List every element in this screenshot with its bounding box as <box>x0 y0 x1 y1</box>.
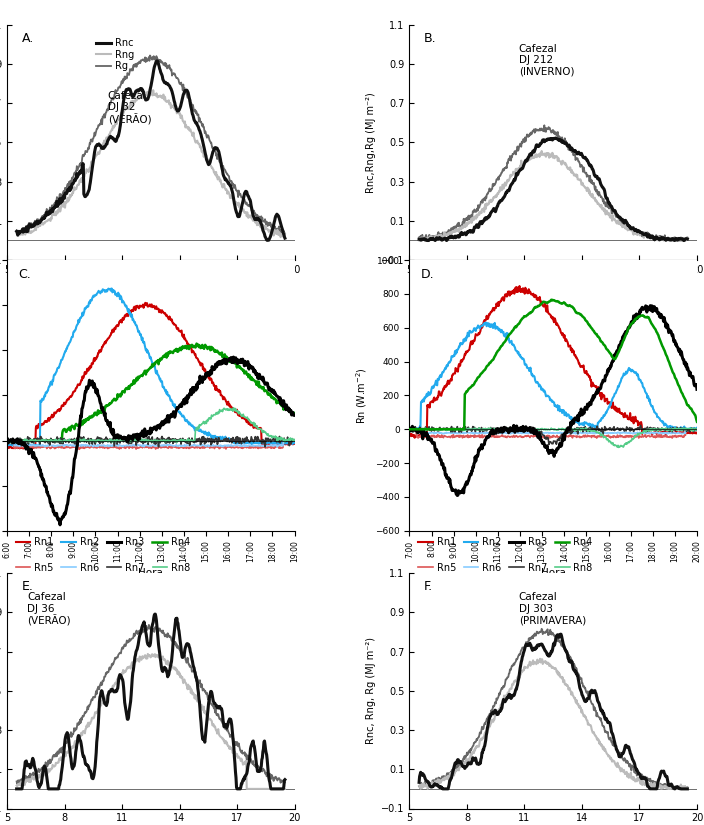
X-axis label: Hora  Local: Hora Local <box>122 280 180 290</box>
Text: Cafezal
DJ 36
(VERÃO): Cafezal DJ 36 (VERÃO) <box>27 592 71 627</box>
Legend: Rn5, Rn6, Rn7, Rn8: Rn5, Rn6, Rn7, Rn8 <box>415 559 596 577</box>
Y-axis label: Rn (W.m$^{-2}$): Rn (W.m$^{-2}$) <box>355 367 370 424</box>
X-axis label: Hora: Hora <box>541 568 566 578</box>
Text: A.: A. <box>21 32 34 45</box>
Text: E.: E. <box>21 580 33 593</box>
X-axis label: Horal Local: Horal Local <box>524 280 582 290</box>
Y-axis label: Rnc, Rng, Rg (MJ m⁻²): Rnc, Rng, Rg (MJ m⁻²) <box>365 638 376 744</box>
Text: D.: D. <box>421 268 434 281</box>
Legend: Rn5, Rn6, Rn7, Rn8: Rn5, Rn6, Rn7, Rn8 <box>12 559 194 577</box>
Text: C.: C. <box>18 268 31 281</box>
Text: B.: B. <box>424 32 436 45</box>
Text: Cafezal
DJ 32
(VERÃO): Cafezal DJ 32 (VERÃO) <box>108 91 151 125</box>
Y-axis label: Rnc,Rng,Rg (MJ m⁻²): Rnc,Rng,Rg (MJ m⁻²) <box>365 92 376 193</box>
Legend: Rnc, Rng, Rg: Rnc, Rng, Rg <box>92 35 138 75</box>
X-axis label: Hora: Hora <box>138 568 163 578</box>
Text: Cafezal
DJ 303
(PRIMAVERA): Cafezal DJ 303 (PRIMAVERA) <box>519 592 586 625</box>
Text: F.: F. <box>424 580 433 593</box>
Text: Cafezal
DJ 212
(INVERNO): Cafezal DJ 212 (INVERNO) <box>519 44 574 77</box>
